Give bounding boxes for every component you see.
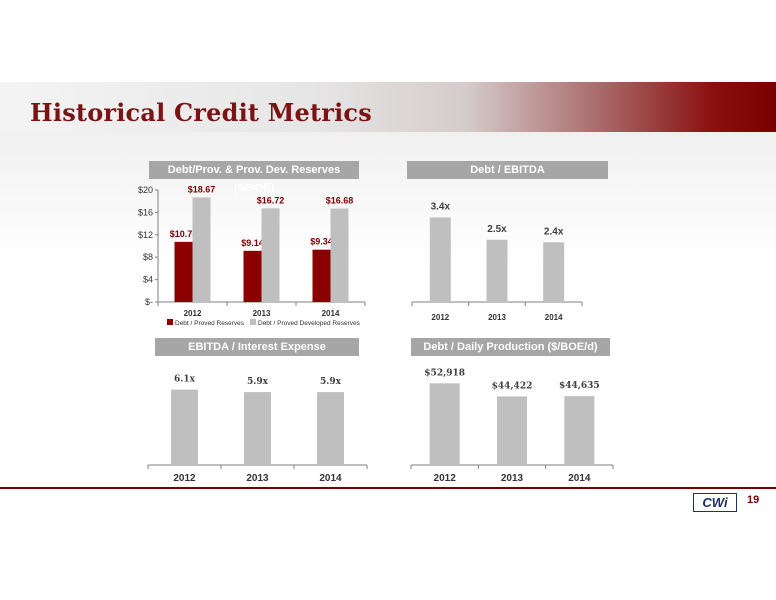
chart1-data-label: $9.34 (310, 237, 333, 247)
chart3-category-label: 2014 (319, 473, 342, 484)
chart4-category-label: 2014 (568, 473, 591, 484)
chart1-y-tick-label: $- (145, 297, 153, 307)
chart3-category-label: 2012 (173, 473, 196, 484)
chart1-data-label: $16.68 (326, 196, 354, 206)
chart1-legend-label: Debt / Proved Developed Reserves (258, 320, 361, 327)
chart1-bar (174, 241, 193, 302)
chart1-bar (312, 249, 331, 302)
content-background (0, 132, 776, 502)
page-title: Historical Credit Metrics (30, 98, 372, 127)
chart4-data-label: $44,635 (559, 381, 600, 391)
footer-divider (0, 487, 776, 489)
chart2-data-label: 2.4x (544, 226, 564, 237)
chart1-data-label: $9.14 (241, 238, 264, 248)
chart1-data-label: $16.72 (257, 195, 285, 205)
chart2-bar (543, 242, 565, 302)
chart3-data-label: 5.9x (247, 377, 269, 387)
chart1-y-tick-label: $4 (143, 275, 153, 285)
chart3-title: EBITDA / Interest Expense (155, 338, 359, 356)
chart4-bar (429, 383, 460, 465)
chart1-legend-swatch (250, 319, 256, 325)
chart1-category-label: 2014 (322, 309, 340, 318)
chart4-title: Debt / Daily Production ($/BOE/d) (411, 338, 610, 356)
chart1-data-label: $18.67 (188, 184, 216, 194)
chart1-legend-swatch (167, 319, 173, 325)
chart3-bar (244, 392, 271, 465)
chart1-y-tick-label: $20 (138, 185, 153, 195)
chart2-title: Debt / EBITDA (407, 161, 608, 179)
chart1-y-tick-label: $8 (143, 252, 153, 262)
chart4-bar (564, 396, 595, 465)
chart1-bar (243, 250, 262, 302)
chart4-category-label: 2012 (434, 473, 457, 484)
chart1-legend-label: Debt / Proved Reserves (175, 320, 245, 327)
page-number: 19 (747, 494, 760, 506)
chart3-bar (171, 389, 198, 465)
company-logo: CWi (693, 493, 737, 512)
chart1-bar (192, 197, 211, 302)
chart1-bar (261, 208, 280, 302)
chart2-bar (429, 217, 451, 302)
chart2-data-label: 3.4x (431, 201, 451, 212)
chart3-data-label: 6.1x (174, 375, 196, 385)
chart1-category-label: 2012 (184, 309, 202, 318)
chart1-y-tick-label: $12 (138, 230, 153, 240)
chart1-bar (330, 208, 349, 302)
chart2-category-label: 2014 (545, 313, 563, 322)
chart2-bar (486, 239, 508, 302)
chart2-category-label: 2013 (488, 313, 506, 322)
chart4-category-label: 2013 (501, 473, 524, 484)
chart4-bar (497, 396, 527, 465)
chart4-data-label: $52,918 (424, 368, 465, 378)
chart3-data-label: 5.9x (320, 377, 342, 387)
title-banner (0, 82, 776, 132)
chart3-category-label: 2013 (246, 473, 269, 484)
chart1-category-label: 2013 (253, 309, 271, 318)
chart4-data-label: $44,422 (492, 381, 533, 391)
chart1-data-label: $10.74 (170, 229, 198, 239)
chart1-y-tick-label: $16 (138, 207, 153, 217)
chart1-title: Debt/Prov. & Prov. Dev. Reserves ($/BOE) (149, 161, 359, 194)
chart3-bar (317, 392, 344, 465)
chart2-category-label: 2012 (431, 313, 449, 322)
chart2-data-label: 2.5x (487, 224, 507, 235)
